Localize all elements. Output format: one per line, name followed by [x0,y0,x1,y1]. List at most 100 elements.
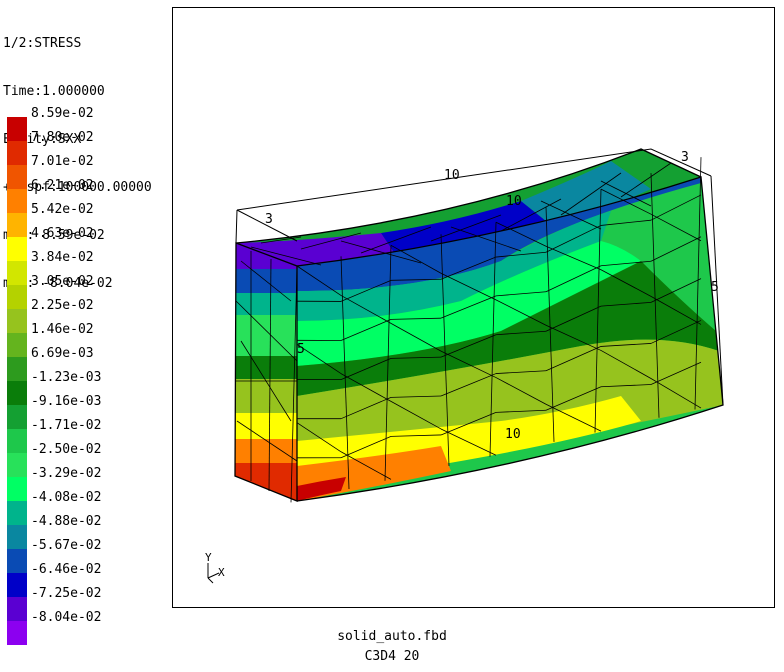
mesh-edge [360,226,432,254]
mesh-edge [495,221,547,247]
legend-label: -6.46e-02 [31,562,102,577]
mesh-edge [495,377,547,405]
mesh-edge [440,272,497,301]
legend-label: 7.01e-02 [31,154,94,169]
legend-label: 8.59e-02 [31,106,94,121]
legend-label: 3.84e-02 [31,250,94,265]
dim-top-width: 3 [265,212,273,227]
legend-label: 6.21e-02 [31,178,94,193]
mesh-edge [390,395,442,398]
mesh-edge [620,162,672,198]
legend-label: -8.04e-02 [31,610,102,625]
dim-bottom-length: 10 [505,427,521,442]
mesh-edge [650,361,702,385]
legend-label: -4.08e-02 [31,490,102,505]
mesh-edge [340,256,350,490]
mesh-edge [600,343,652,347]
legend-swatch [7,213,27,237]
mesh-edge [235,300,298,362]
mesh-edge [545,346,602,372]
dim-right-width: 3 [681,150,689,165]
mesh-edge [650,296,702,325]
legend-label: -5.67e-02 [31,538,102,553]
mesh-edge [600,350,652,379]
legend-label: -3.29e-02 [31,466,102,481]
mesh-edge [268,258,272,492]
band-bright-long [297,241,641,366]
legend-swatch [7,357,27,381]
mesh-edge [694,157,702,410]
time-value: Time:1.000000 [3,84,105,99]
mesh-edge [384,245,392,481]
legend-swatch [7,501,27,525]
legend-swatch [7,429,27,453]
mesh-edge [560,172,622,216]
mesh-edge [545,225,602,253]
mesh-edge [545,245,602,271]
legend-label: -7.25e-02 [31,586,102,601]
mesh-edge [240,260,292,302]
mesh-info: C3D4 20 [364,649,420,664]
z-axis-line [207,577,214,584]
mesh-edge [340,436,392,459]
mesh-edge [600,384,652,388]
mesh-edge [600,260,652,267]
mesh-edge [340,318,392,341]
mesh-edge [545,305,602,332]
legend-swatch [7,405,27,429]
mesh-edge [296,344,342,374]
model-viewport[interactable]: 10 3 3 10 5 5 10 Y X [172,7,775,608]
y-axis-label: Y [205,551,212,564]
legend-swatch [7,117,27,141]
mesh-edge [340,279,392,302]
mesh-edge [650,236,702,262]
mesh-edge [440,373,497,397]
mesh-edge [250,246,322,266]
legend-swatch [7,621,27,645]
mesh-edge [650,213,702,242]
mesh-edge [495,370,547,374]
mesh-edge [340,357,392,380]
mesh-edge [390,278,442,281]
legend-label: -1.71e-02 [31,418,102,433]
mesh-edge [495,251,547,258]
mesh-edge [390,356,442,359]
legend-swatch [7,333,27,357]
mesh-edge [600,269,652,297]
legend-swatch [7,597,27,621]
legend-swatch [7,573,27,597]
band-red-long [297,477,346,501]
mesh-edge [495,299,547,326]
legend-swatch [7,189,27,213]
mesh-edge [390,244,442,274]
legend-swatch [7,285,27,309]
dataset-title: 1/2:STRESS [3,36,82,51]
fe-model: 10 3 3 10 5 5 10 Y X [205,148,724,584]
mesh-edge [495,409,547,413]
dim-right-height: 5 [711,280,719,295]
legend-swatch [7,261,27,285]
x-axis-line [207,572,220,579]
legend-label: -9.16e-03 [31,394,102,409]
mesh-edge [440,412,497,436]
mesh-edge [340,451,392,480]
mesh-edge [440,334,497,358]
mesh-edge [440,295,497,319]
mesh-edge [260,236,302,244]
legend-label: -2.50e-02 [31,442,102,457]
mesh-edge [650,378,702,409]
mesh-edge [650,173,660,418]
axis-triad [207,563,220,584]
mesh-edge [340,295,392,324]
mesh-edge [594,189,602,433]
mesh-edge [450,226,522,252]
dim-inner-length: 10 [506,194,522,209]
mesh-edge [545,403,602,432]
mesh-edge [430,214,502,242]
mesh-edge [300,232,362,250]
displacement-factor: +Dispf:100000.00000 [3,180,152,195]
mesh-edge [340,240,422,264]
mesh-edge [600,180,652,207]
band-blue-long [297,177,701,291]
mesh-edge [290,265,298,503]
